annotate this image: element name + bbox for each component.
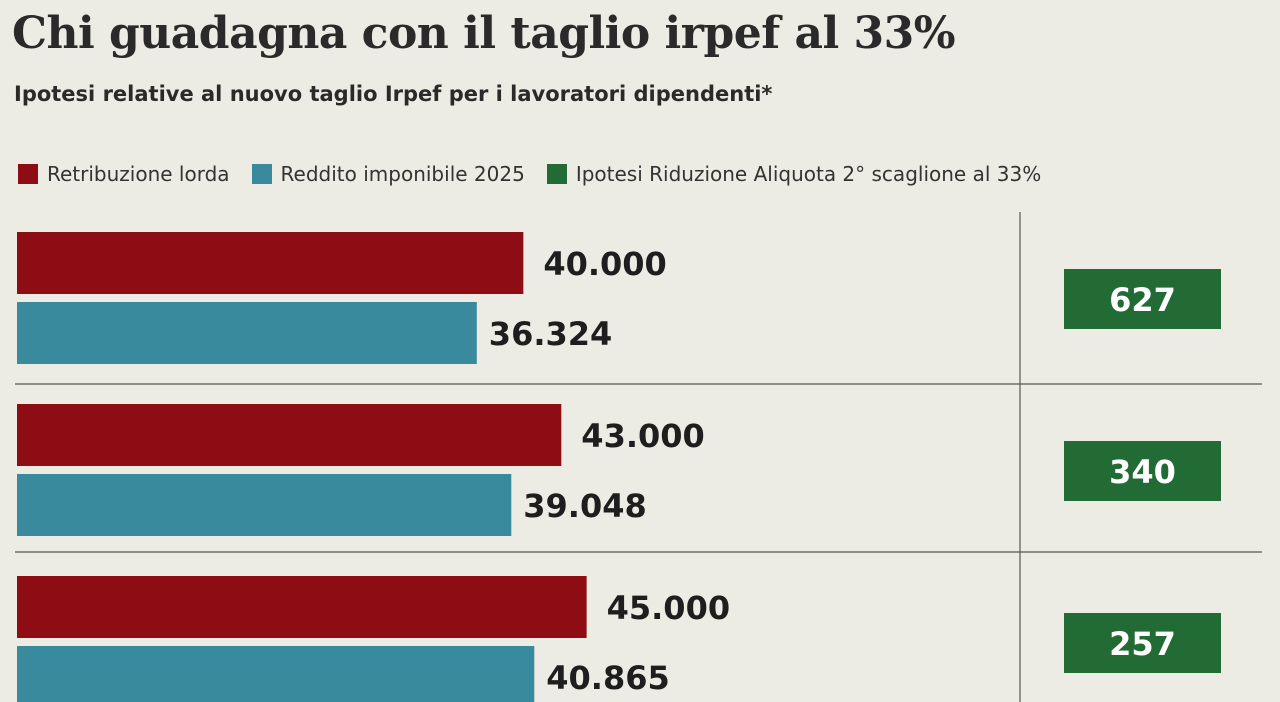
legend-item-lorda: Retribuzione lorda	[18, 162, 230, 186]
bar-imponibile-1	[17, 302, 477, 364]
bar-imponibile-2	[17, 474, 512, 536]
legend-item-riduzione: Ipotesi Riduzione Aliquota 2° scaglione …	[546, 162, 1042, 186]
bar-lorda-2	[17, 404, 562, 466]
value-label-riduzione-2: 340	[1109, 453, 1176, 491]
value-label-imponibile-1: 36.324	[489, 315, 612, 353]
legend-swatch-imponibile	[251, 164, 272, 184]
legend-swatch-riduzione	[546, 164, 567, 184]
legend-label-imponibile: Reddito imponibile 2025	[280, 162, 525, 186]
value-label-lorda-3: 45.000	[607, 589, 730, 627]
legend-item-imponibile: Reddito imponibile 2025	[251, 162, 525, 186]
legend-swatch-lorda	[18, 164, 38, 184]
value-label-lorda-1: 40.000	[543, 245, 666, 283]
legend-label-riduzione: Ipotesi Riduzione Aliquota 2° scaglione …	[575, 162, 1042, 186]
value-label-riduzione-1: 627	[1109, 281, 1176, 319]
value-label-imponibile-3: 40.865	[546, 659, 669, 697]
bar-lorda-1	[17, 232, 524, 294]
legend-label-lorda: Retribuzione lorda	[47, 162, 230, 186]
value-label-riduzione-3: 257	[1109, 625, 1176, 663]
chart-title: Chi guadagna con il taglio irpef al 33%	[12, 8, 956, 59]
box-riduzione-3	[1064, 613, 1221, 673]
bar-lorda-3	[17, 576, 587, 638]
value-label-imponibile-2: 39.048	[523, 487, 646, 525]
chart-subtitle: Ipotesi relative al nuovo taglio Irpef p…	[14, 82, 773, 106]
box-riduzione-2	[1064, 441, 1221, 501]
legend: Retribuzione lorda Reddito imponibile 20…	[18, 162, 1041, 186]
box-riduzione-1	[1064, 269, 1221, 329]
bar-imponibile-3	[17, 646, 535, 702]
value-label-lorda-2: 43.000	[581, 417, 704, 455]
